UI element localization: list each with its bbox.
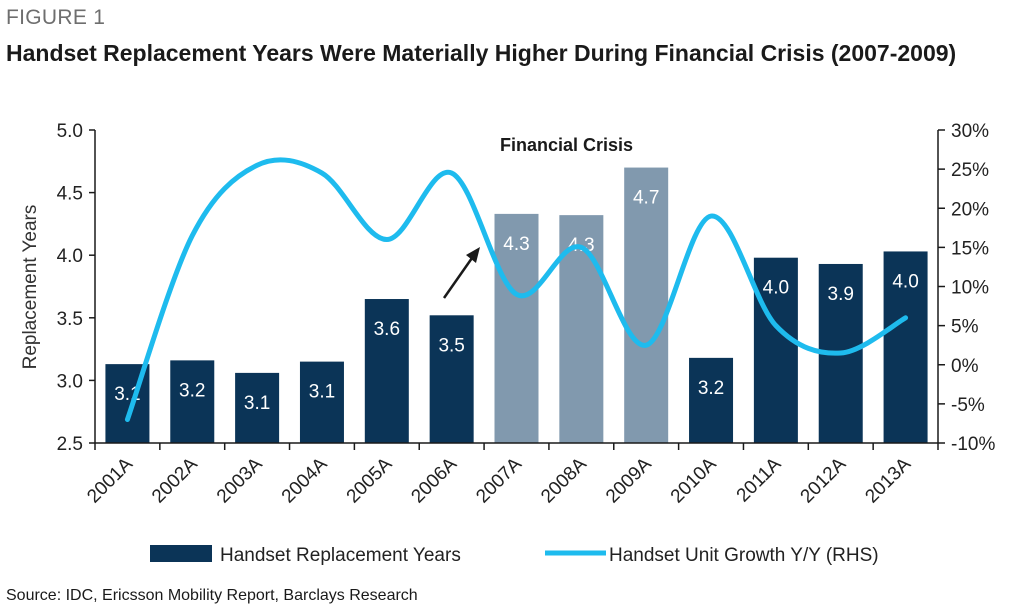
- annotation-arrow: [442, 257, 474, 299]
- y-left-tick-label: 3.0: [57, 371, 83, 392]
- legend-line-label: Handset Unit Growth Y/Y (RHS): [609, 545, 879, 566]
- y-right-tick-label: 5%: [951, 317, 979, 338]
- chart-title: Handset Replacement Years Were Materiall…: [6, 40, 957, 66]
- bar-label-2006A: 3.5: [438, 335, 464, 356]
- bar-2013A: [883, 251, 928, 443]
- bar-label-2013A: 4.0: [892, 271, 918, 292]
- y-left-tick-label: 4.5: [57, 184, 83, 205]
- y-right-tick-label: -10%: [951, 434, 995, 455]
- y-right-tick-label: 10%: [951, 278, 989, 299]
- bar-label-2012A: 3.9: [828, 284, 854, 305]
- y-left-tick-label: 4.0: [57, 246, 83, 267]
- x-tick-label-2004A: 2004A: [278, 453, 332, 507]
- bar-label-2007A: 4.3: [503, 234, 529, 255]
- annotation-financial-crisis: Financial Crisis: [500, 135, 633, 155]
- x-tick-label-2009A: 2009A: [602, 453, 656, 507]
- x-tick-label-2005A: 2005A: [343, 453, 397, 507]
- y-right-tick-label: 20%: [951, 199, 989, 220]
- legend: Handset Replacement Years Handset Unit G…: [150, 545, 879, 566]
- x-tick-label-2008A: 2008A: [537, 453, 591, 507]
- bar-label-2010A: 3.2: [698, 378, 724, 399]
- y-left-tick-label: 5.0: [57, 121, 83, 142]
- growth-line: [124, 157, 909, 423]
- y-left-tick-label: 3.5: [57, 309, 83, 330]
- bar-2005A: [364, 299, 409, 443]
- bar-label-2003A: 3.1: [244, 393, 270, 414]
- y-right-tick-label: -5%: [951, 395, 985, 416]
- x-tick-label-2011A: 2011A: [733, 453, 786, 506]
- x-tick-label-2012A: 2012A: [797, 453, 851, 507]
- y-right-tick-label: 25%: [951, 160, 989, 181]
- annotation: Financial Crisis: [442, 135, 633, 299]
- bar-2007A: [494, 213, 539, 443]
- bar-2009A: [624, 167, 669, 443]
- bar-label-2005A: 3.6: [374, 319, 400, 340]
- bars-layer: [105, 167, 928, 443]
- x-tick-label-2006A: 2006A: [407, 453, 461, 507]
- bar-2003A: [235, 372, 280, 443]
- bar-2002A: [170, 360, 215, 443]
- legend-bar-swatch: [150, 545, 212, 562]
- bar-2004A: [299, 361, 344, 443]
- x-tick-label-2001A: 2001A: [83, 453, 137, 507]
- chart: 3.1 3.23.13.13.63.54.3 4.34.73.24.0 3.94.0 …: [20, 121, 995, 566]
- x-tick-label-2007A: 2007A: [472, 453, 526, 507]
- bar-label-2011A: 4.0: [763, 278, 789, 299]
- source-note: Source: IDC, Ericsson Mobility Report, B…: [6, 587, 418, 604]
- y-right-tick-label: 15%: [951, 238, 989, 259]
- x-tick-label-2002A: 2002A: [148, 453, 202, 507]
- bar-label-2009A: 4.7: [633, 188, 659, 209]
- bar-labels-layer: 3.1 3.23.13.13.63.54.3 4.34.73.24.0 3.94.0: [114, 188, 919, 414]
- y-right-tick-label: 0%: [951, 356, 979, 377]
- x-tick-label-2013A: 2013A: [861, 453, 915, 507]
- figure-label: FIGURE 1: [6, 6, 106, 29]
- bar-2011A: [753, 257, 798, 443]
- y-right-tick-label: 30%: [951, 121, 989, 142]
- y-left-axis-title: Replacement Years: [20, 205, 41, 370]
- bar-label-2002A: 3.2: [179, 380, 205, 401]
- x-tick-label-2003A: 2003A: [213, 453, 267, 507]
- bar-2006A: [429, 315, 474, 443]
- bar-2010A: [689, 357, 734, 443]
- legend-bar-label: Handset Replacement Years: [220, 545, 461, 566]
- bar-label-2004A: 3.1: [309, 382, 335, 403]
- y-left-tick-label: 2.5: [57, 434, 83, 455]
- x-tick-label-2010A: 2010A: [667, 453, 721, 507]
- annotation-arrowhead: [466, 247, 480, 263]
